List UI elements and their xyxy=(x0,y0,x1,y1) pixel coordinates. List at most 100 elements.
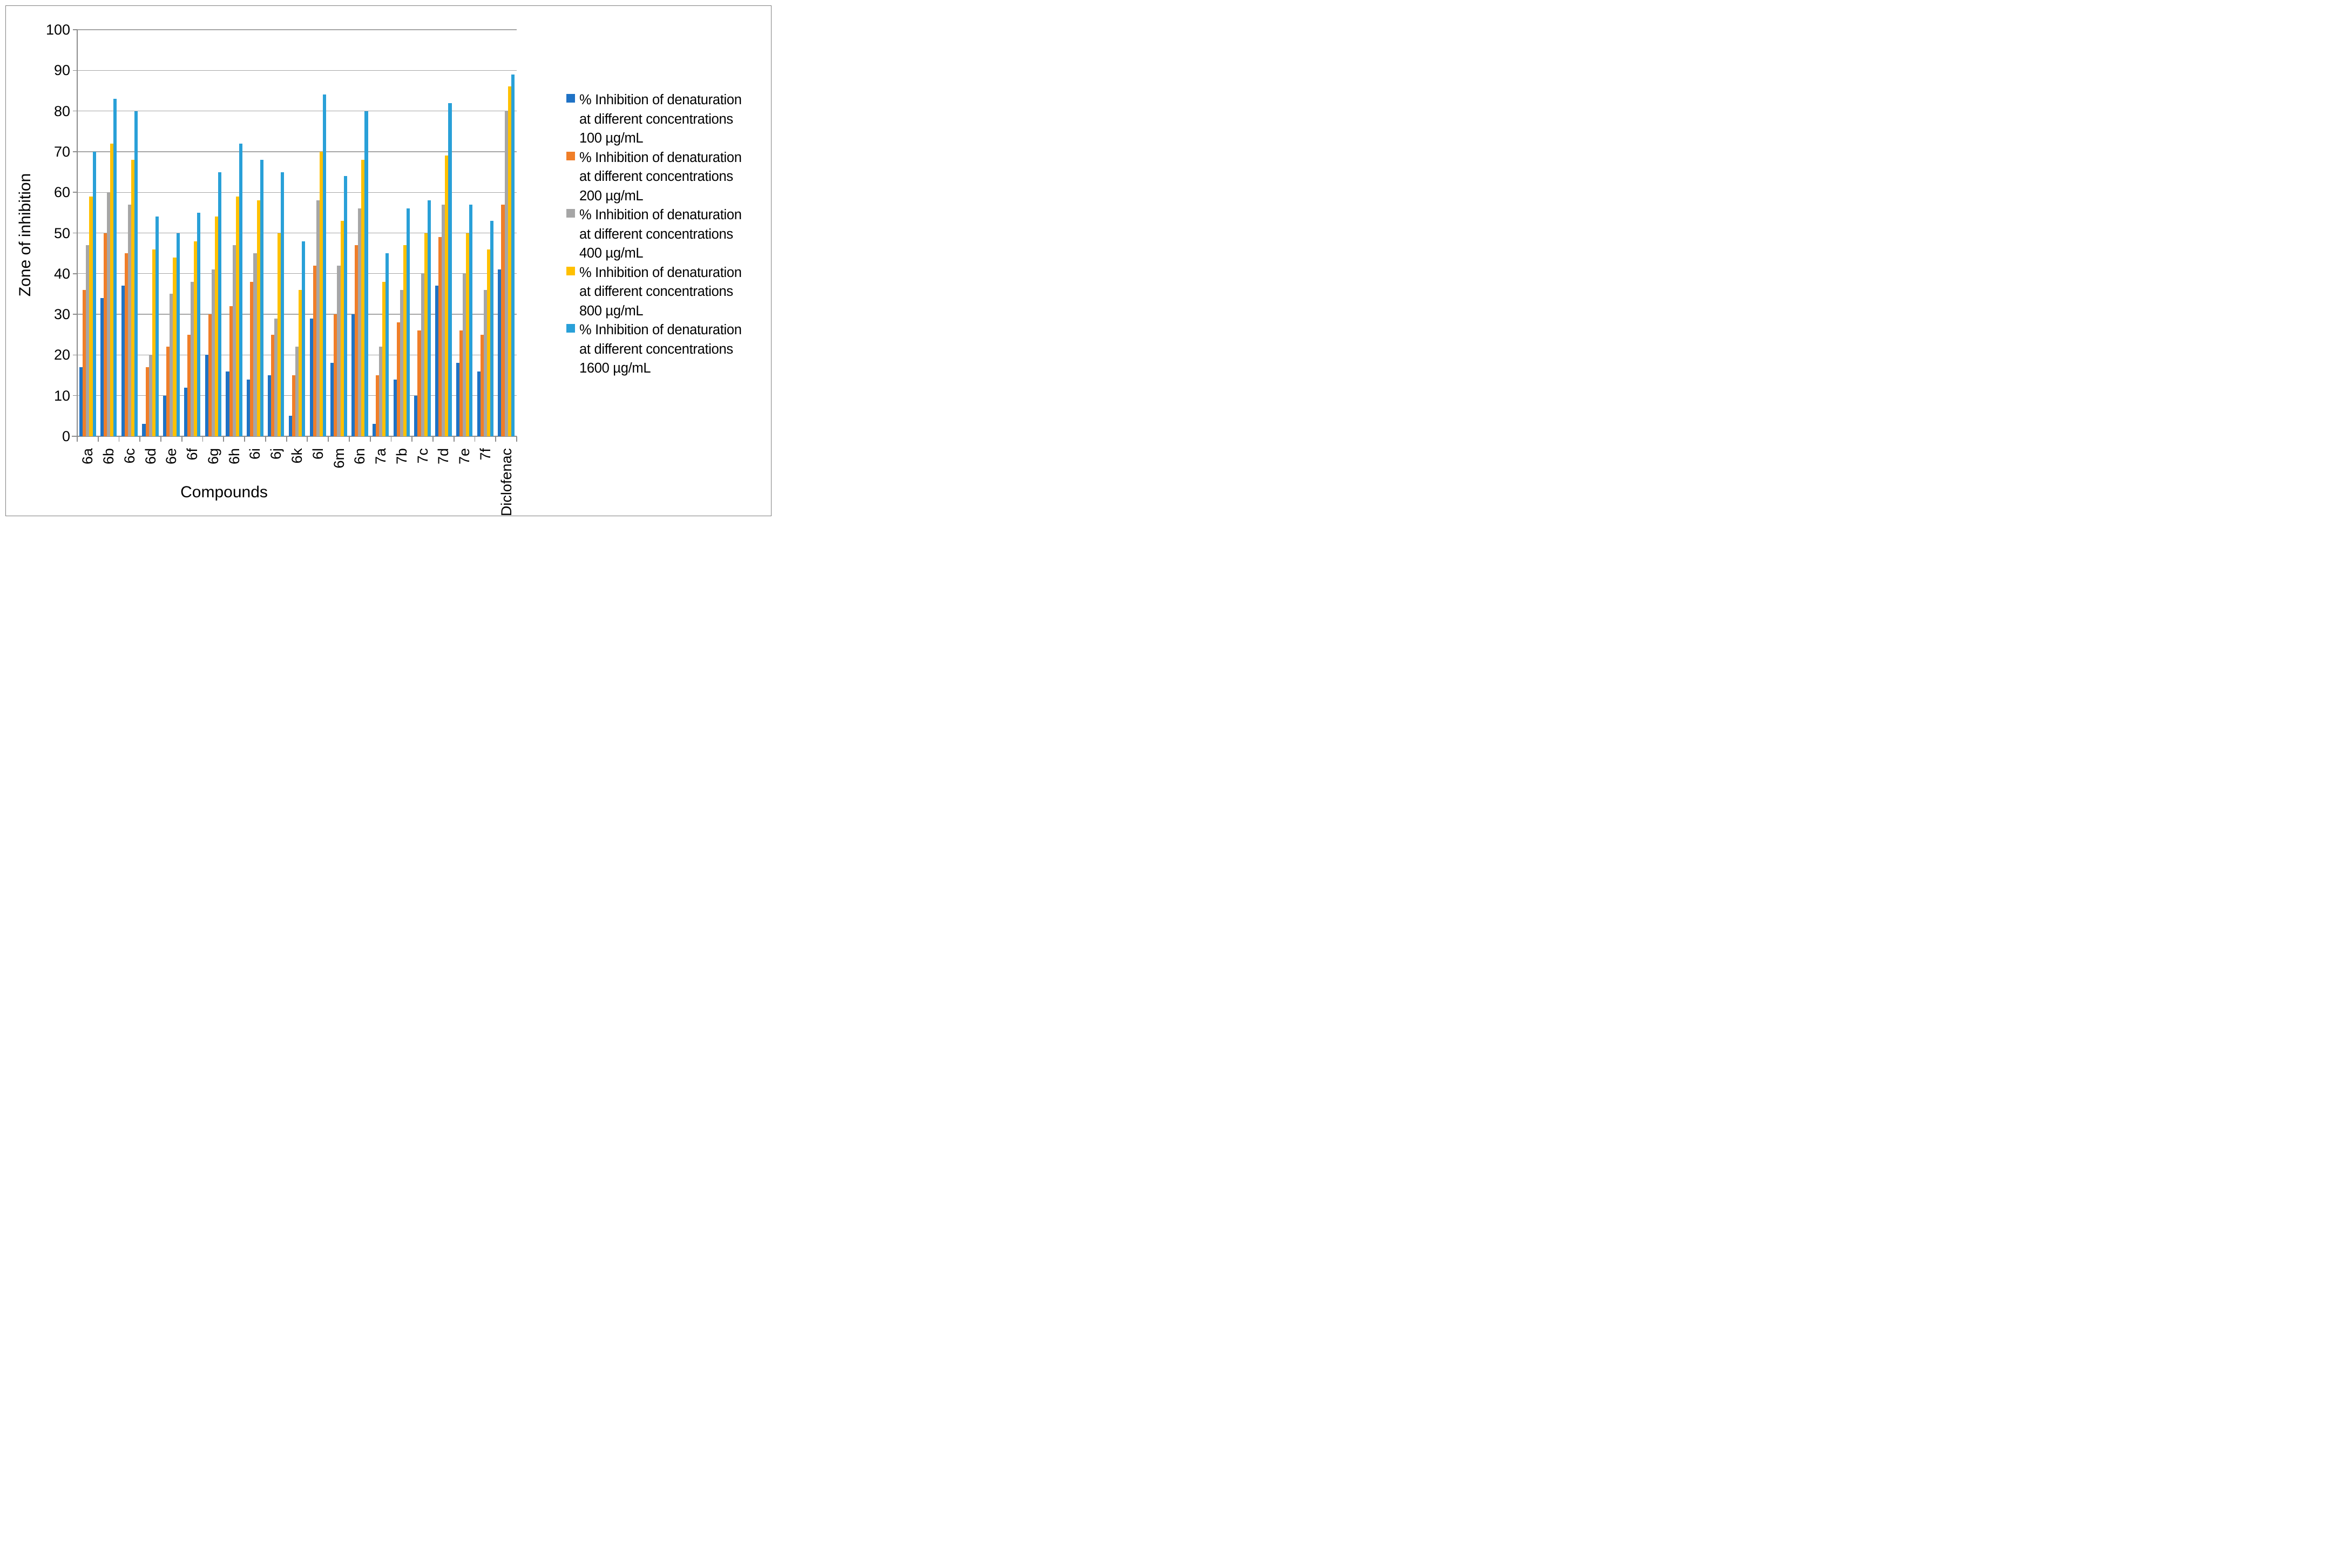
bar-6l-1600 xyxy=(322,94,326,436)
y-axis-tick-10 xyxy=(73,395,77,396)
bar-6a-200 xyxy=(83,289,86,436)
gridline-100 xyxy=(77,29,517,30)
legend-label-100: % Inhibition of denaturation at differen… xyxy=(579,92,742,146)
bar-Diclofenac-200 xyxy=(501,204,505,436)
bar-7e-1600 xyxy=(469,204,473,436)
x-axis-tick-8 xyxy=(244,436,245,442)
bar-6c-100 xyxy=(121,286,125,436)
gridline-40 xyxy=(77,273,517,274)
bar-7e-200 xyxy=(459,330,463,436)
bar-6l-800 xyxy=(319,151,323,436)
x-tick-label-7e: 7e xyxy=(456,448,473,465)
bar-6i-200 xyxy=(250,281,254,436)
x-axis-tick-11 xyxy=(307,436,308,442)
x-axis-tick-20 xyxy=(495,436,497,442)
bar-Diclofenac-800 xyxy=(508,86,511,436)
y-axis-tick-20 xyxy=(73,354,77,356)
bar-6b-200 xyxy=(103,233,107,436)
x-axis-title: Compounds xyxy=(180,483,268,501)
x-axis-tick-15 xyxy=(390,436,392,442)
y-axis-tick-90 xyxy=(73,70,77,71)
x-axis-tick-14 xyxy=(369,436,371,442)
bar-6c-200 xyxy=(124,253,128,436)
bar-7e-800 xyxy=(466,233,470,436)
bar-6d-200 xyxy=(145,367,149,436)
legend-swatch-200 xyxy=(566,151,575,160)
bar-6f-100 xyxy=(184,387,188,436)
bar-7c-100 xyxy=(414,395,418,436)
x-axis-tick-0 xyxy=(77,436,78,442)
bar-7a-1600 xyxy=(385,253,389,436)
legend-item-400: % Inhibition of denaturation at differen… xyxy=(566,206,742,263)
bar-7d-1600 xyxy=(448,103,452,436)
gridline-70 xyxy=(77,151,517,152)
x-axis-tick-13 xyxy=(349,436,350,442)
bar-7b-200 xyxy=(396,322,400,436)
bar-7f-200 xyxy=(480,334,484,436)
x-axis-tick-3 xyxy=(139,436,141,442)
x-axis-tick-4 xyxy=(160,436,161,442)
bar-6d-400 xyxy=(148,355,152,436)
y-axis-tick-70 xyxy=(73,151,77,152)
legend-label-200: % Inhibition of denaturation at differen… xyxy=(579,150,742,204)
x-axis-tick-17 xyxy=(432,436,434,442)
bar-6b-400 xyxy=(107,192,111,436)
x-axis-tick-18 xyxy=(453,436,455,442)
bar-7e-400 xyxy=(463,273,466,436)
bar-6h-200 xyxy=(229,306,233,436)
legend-swatch-400 xyxy=(566,209,575,218)
x-tick-label-7f: 7f xyxy=(477,448,493,461)
bar-6f-800 xyxy=(194,241,198,436)
bar-6n-800 xyxy=(361,159,365,436)
bar-6c-1600 xyxy=(134,111,138,436)
y-axis-line xyxy=(77,30,78,442)
y-axis-tick-60 xyxy=(73,192,77,193)
x-tick-label-6l: 6l xyxy=(309,448,326,460)
x-tick-label-Diclofenac: Diclofenac xyxy=(498,448,515,517)
bar-6l-200 xyxy=(313,265,316,436)
bar-7d-400 xyxy=(442,204,445,436)
bar-6h-1600 xyxy=(239,143,242,436)
bar-7a-400 xyxy=(378,347,383,436)
bar-6l-100 xyxy=(309,318,313,436)
bar-7d-200 xyxy=(438,237,442,436)
x-tick-label-6n: 6n xyxy=(351,448,368,465)
x-tick-label-6d: 6d xyxy=(142,448,159,465)
bar-6j-1600 xyxy=(281,172,285,436)
bar-7f-400 xyxy=(483,289,487,436)
bar-7e-100 xyxy=(456,363,459,436)
x-axis-line xyxy=(72,436,517,437)
bar-6g-1600 xyxy=(218,172,222,436)
bar-6n-100 xyxy=(351,314,355,436)
bar-7d-100 xyxy=(435,286,439,436)
x-axis-tick-12 xyxy=(328,436,329,442)
legend-swatch-1600 xyxy=(566,324,575,333)
bar-6j-200 xyxy=(271,334,275,436)
bar-7a-200 xyxy=(375,375,379,436)
gridline-60 xyxy=(77,192,517,193)
bar-6d-1600 xyxy=(155,217,159,436)
bar-6g-100 xyxy=(205,355,208,436)
bar-6b-1600 xyxy=(113,99,117,436)
bar-Diclofenac-100 xyxy=(498,269,502,436)
bar-7f-1600 xyxy=(490,220,494,436)
bar-6e-1600 xyxy=(176,233,180,436)
bar-6m-100 xyxy=(330,363,334,436)
bar-6n-400 xyxy=(358,208,362,436)
y-tick-label-90: 90 xyxy=(53,62,70,79)
bar-6d-100 xyxy=(142,424,146,436)
x-tick-label-7b: 7b xyxy=(393,448,410,465)
bar-7c-200 xyxy=(417,330,421,436)
y-tick-label-50: 50 xyxy=(53,225,70,241)
y-axis-tick-80 xyxy=(73,110,77,112)
bar-6g-800 xyxy=(215,217,219,436)
bar-6k-800 xyxy=(299,289,302,436)
y-tick-label-10: 10 xyxy=(53,387,70,404)
x-tick-label-7c: 7c xyxy=(414,448,431,464)
x-axis-tick-21 xyxy=(516,436,517,442)
x-tick-label-6c: 6c xyxy=(121,448,138,464)
bar-6j-400 xyxy=(274,318,278,436)
x-axis-tick-16 xyxy=(411,436,413,442)
bar-6h-100 xyxy=(226,371,229,436)
legend-swatch-100 xyxy=(566,94,575,103)
